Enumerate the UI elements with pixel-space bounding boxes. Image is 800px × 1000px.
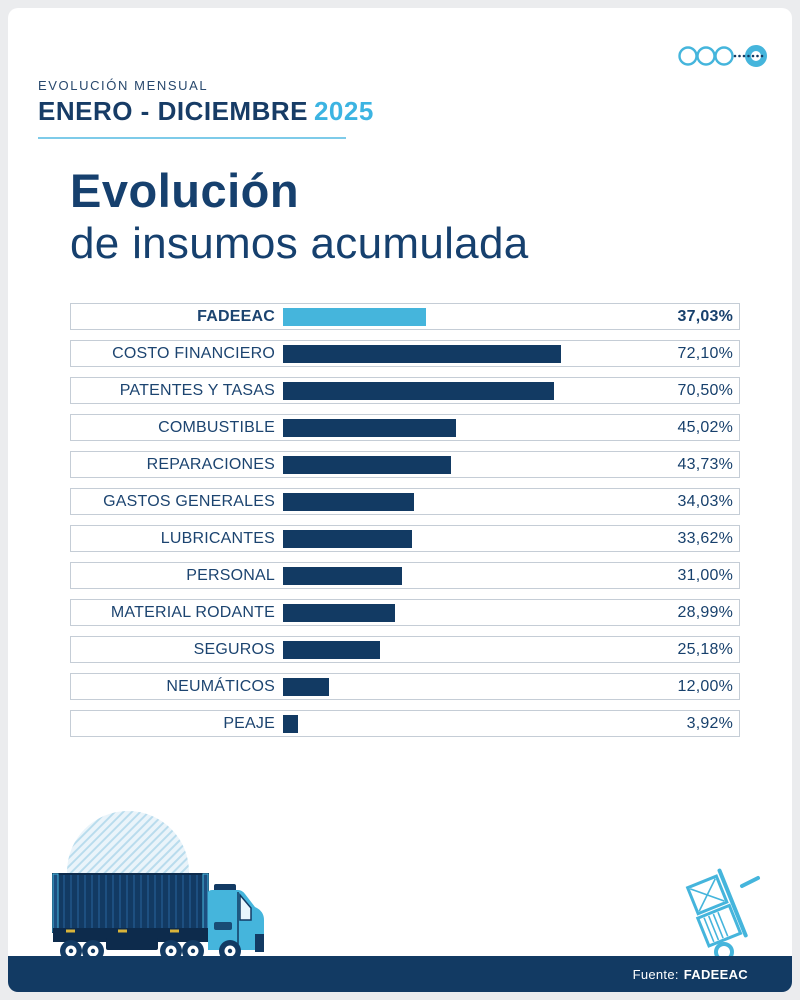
bar — [283, 640, 380, 659]
value-label: 43,73% — [677, 455, 733, 473]
bar — [283, 603, 395, 622]
value-label: 72,10% — [677, 344, 733, 362]
bar-track — [283, 714, 653, 733]
source-value: FADEEAC — [683, 966, 748, 982]
title-line1: Evolución — [70, 164, 300, 217]
bar-track — [283, 677, 653, 696]
value-label: 70,50% — [677, 381, 733, 399]
category-label: COMBUSTIBLE — [158, 418, 275, 436]
chart-row: LUBRICANTES 33,62% — [70, 525, 740, 552]
chart-row: FADEEAC 37,03% — [70, 303, 740, 330]
bar — [283, 714, 299, 733]
chart-row: PEAJE 3,92% — [70, 710, 740, 737]
category-label: NEUMÁTICOS — [166, 677, 275, 695]
category-label: COSTO FINANCIERO — [112, 344, 275, 362]
bar-chart: FADEEAC 37,03% COSTO FINANCIERO 72,10% PATEN… — [70, 303, 740, 747]
bar — [283, 566, 403, 585]
header-period: ENERO - DICIEMBRE 2025 — [38, 96, 374, 127]
category-label: PERSONAL — [186, 566, 275, 584]
value-label: 3,92% — [686, 714, 733, 732]
bar — [283, 418, 457, 437]
brand-logo-icon — [678, 45, 767, 67]
chart-row: NEUMÁTICOS 12,00% — [70, 673, 740, 700]
value-label: 45,02% — [677, 418, 733, 436]
value-label: 28,99% — [677, 603, 733, 621]
bar-track — [283, 344, 653, 363]
value-label: 33,62% — [677, 529, 733, 547]
hand-truck-icon — [685, 868, 760, 962]
bar-track — [283, 492, 653, 511]
infographic-card: EVOLUCIÓN MENSUAL ENERO - DICIEMBRE 2025 … — [8, 8, 792, 992]
bar-track — [283, 381, 653, 400]
chart-row: MATERIAL RODANTE 28,99% — [70, 599, 740, 626]
footer-bar: Fuente: FADEEAC — [8, 956, 792, 992]
bar — [283, 677, 330, 696]
chart-row: COSTO FINANCIERO 72,10% — [70, 340, 740, 367]
header-year: 2025 — [313, 96, 374, 126]
category-label: PEAJE — [223, 714, 275, 732]
category-label: PATENTES Y TASAS — [119, 381, 275, 399]
category-label: GASTOS GENERALES — [103, 492, 275, 510]
bar-track — [283, 603, 653, 622]
bar — [283, 455, 452, 474]
header-period-range: ENERO - DICIEMBRE — [38, 96, 308, 126]
bar-track — [283, 640, 653, 659]
header-underline — [38, 137, 346, 139]
bar — [283, 307, 426, 326]
value-label: 34,03% — [677, 492, 733, 510]
bar-track — [283, 529, 653, 548]
chart-row: GASTOS GENERALES 34,03% — [70, 488, 740, 515]
cargo-truck-illustration — [52, 811, 264, 962]
header-kicker: EVOLUCIÓN MENSUAL — [38, 78, 209, 93]
category-label: MATERIAL RODANTE — [110, 603, 275, 621]
bar — [283, 529, 413, 548]
bar-track — [283, 566, 653, 585]
chart-row: COMBUSTIBLE 45,02% — [70, 414, 740, 441]
category-label: LUBRICANTES — [160, 529, 275, 547]
bar-track — [283, 455, 653, 474]
bar — [283, 381, 555, 400]
category-label: SEGUROS — [193, 640, 275, 658]
value-label: 31,00% — [677, 566, 733, 584]
value-label: 25,18% — [677, 640, 733, 658]
chart-row: SEGUROS 25,18% — [70, 636, 740, 663]
page-title: Evolución de insumos acumulada — [70, 163, 528, 270]
title-line2: de insumos acumulada — [70, 219, 529, 269]
value-label: 37,03% — [677, 307, 733, 325]
bar-track — [283, 418, 653, 437]
bar — [283, 492, 414, 511]
category-label: REPARACIONES — [146, 455, 275, 473]
bar-track — [283, 307, 653, 326]
chart-row: PERSONAL 31,00% — [70, 562, 740, 589]
chart-row: PATENTES Y TASAS 70,50% — [70, 377, 740, 404]
bar — [283, 344, 561, 363]
category-label: FADEEAC — [197, 307, 275, 325]
source-label: Fuente: — [632, 966, 679, 982]
chart-row: REPARACIONES 43,73% — [70, 451, 740, 478]
value-label: 12,00% — [677, 677, 733, 695]
